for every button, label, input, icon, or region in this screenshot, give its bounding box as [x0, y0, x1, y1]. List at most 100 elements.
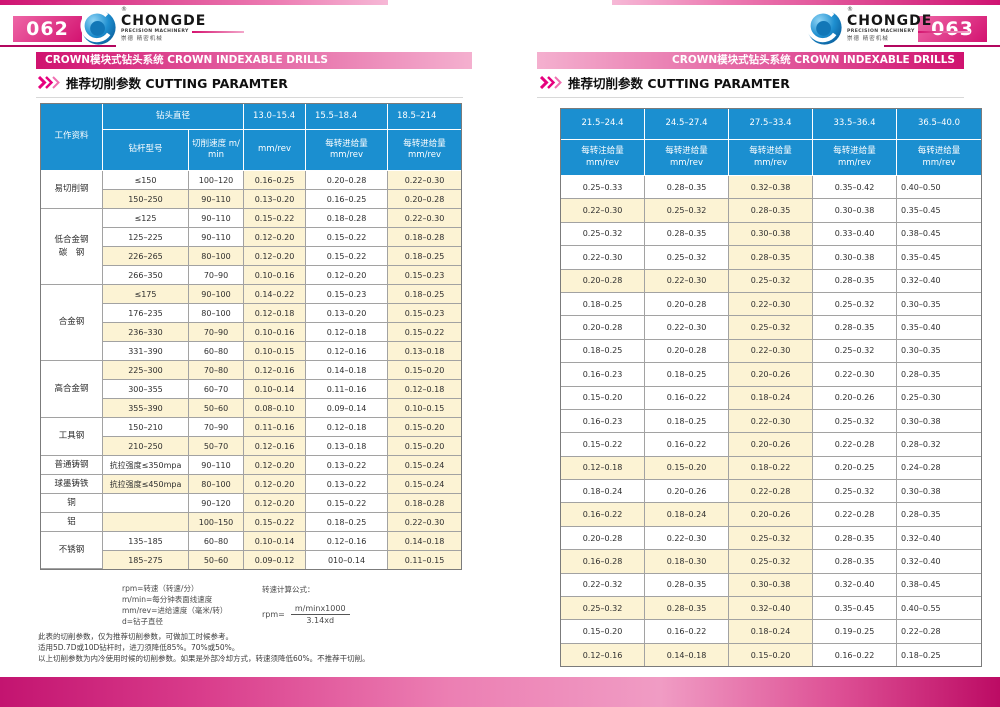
- table-cell: 0.22–0.28: [813, 433, 897, 457]
- table-cell: 0.25–0.32: [813, 292, 897, 317]
- column-subheader: 钻杆型号: [103, 130, 189, 171]
- table-cell: 0.20–0.28: [645, 339, 729, 364]
- table-cell: 0.12–0.16: [244, 361, 307, 380]
- page-heading-text: 推荐切削参数 CUTTING PARAMTER: [568, 76, 790, 91]
- rpm-formula: 转速计算公式： rpm= m/minx1000 3.14xd: [262, 584, 350, 625]
- table-cell: 抗拉强度≤450mpa: [103, 475, 189, 494]
- footnotes: 此表的切削参数，仅为推荐切削参数，可做加工时候参考。 适用5D.7D或10D钻杆…: [38, 632, 370, 665]
- table-cell: 0.30–0.35: [897, 292, 981, 317]
- table-row: 125–225 90–110 0.12–0.20 0.15–0.22 0.18–0.28: [41, 228, 462, 247]
- table-cell: 0.32–0.40: [813, 573, 897, 598]
- brand-subtitle: PRECISION MACHINERY: [847, 29, 970, 35]
- column-header-range: 24.5–27.4: [645, 109, 729, 140]
- table-row: 普通铸钢 抗拉强度≤350mpa 90–110 0.12–0.20 0.13–0.22 0…: [41, 456, 462, 475]
- formula-fraction: m/minx1000 3.14xd: [290, 604, 350, 625]
- table-cell: 0.13–0.22: [306, 456, 389, 475]
- material-cell: 球墨铸铁: [41, 475, 103, 494]
- table-cell: 0.28–0.35: [897, 503, 981, 527]
- table-cell: 0.28–0.35: [729, 199, 813, 223]
- table-row: 0.25–0.33 0.28–0.35 0.32–0.38 0.35–0.42 0.40…: [561, 176, 981, 200]
- column-header-range: 33.5–36.4: [813, 109, 897, 140]
- table-row: 易切削钢 ≤150 100–120 0.16–0.25 0.20–0.28 0.22–0.…: [41, 171, 462, 209]
- table-cell: 80–100: [189, 475, 245, 494]
- column-header-diameter: 钻头直径: [103, 104, 245, 130]
- brand-logo-left: ® CHONGDE PRECISION MACHINERY 崇德 精密机械: [80, 7, 244, 47]
- table-cell: 0.12–0.16: [244, 437, 307, 456]
- table-cell: 0.18–0.25: [561, 339, 645, 364]
- table-row: 236–330 70–90 0.10–0.16 0.12–0.18 0.15–0.22: [41, 323, 462, 342]
- table-row: 0.16–0.22 0.18–0.24 0.20–0.26 0.22–0.28 0.28…: [561, 503, 981, 527]
- table-cell: 0.15–0.22: [244, 513, 307, 532]
- table-cell: 0.30–0.38: [729, 573, 813, 598]
- table-cell: 0.12–0.18: [244, 304, 307, 323]
- brand-chinese: 崇德 精密机械: [121, 35, 163, 42]
- column-subheader: 每转进给量 mm/rev: [388, 130, 462, 171]
- table-cell: 0.28–0.35: [729, 246, 813, 270]
- table-cell: 0.18–0.28: [388, 228, 462, 247]
- column-subheader: 每转进给量 mm/rev: [897, 140, 981, 176]
- brand-accent-line: [191, 31, 244, 34]
- table-cell: 0.28–0.35: [813, 526, 897, 551]
- table-cell: 90–110: [189, 190, 245, 209]
- table-cell: 0.14–0.18: [645, 643, 729, 667]
- table-cell: 60–70: [189, 380, 245, 399]
- table-row: 210–250 50–70 0.12–0.16 0.13–0.18 0.15–0.20: [41, 437, 462, 456]
- table-cell: 0.15–0.23: [388, 304, 462, 323]
- table-cell: 0.35–0.45: [897, 246, 981, 270]
- table-row: 0.20–0.28 0.22–0.30 0.25–0.32 0.28–0.35 0.32…: [561, 526, 981, 551]
- formula-title: 转速计算公式：: [262, 585, 315, 594]
- table-cell: 0.25–0.32: [561, 222, 645, 247]
- brand-globe-icon: [80, 9, 116, 45]
- table-cell: 0.22–0.30: [388, 171, 462, 190]
- table-cell: 0.15–0.24: [388, 456, 462, 475]
- table-cell: 0.16–0.25: [244, 171, 307, 190]
- table-cell: 0.12–0.20: [244, 475, 307, 494]
- table-cell: 0.14–0.18: [388, 532, 462, 551]
- table-cell: 0.10–0.16: [244, 266, 307, 285]
- table-cell: 0.35–0.45: [897, 199, 981, 223]
- table-cell: 0.25–0.32: [561, 597, 645, 621]
- table-cell: 225–300: [103, 361, 189, 380]
- table-cell: 0.15–0.23: [388, 266, 462, 285]
- table-cell: 0.13–0.18: [388, 342, 462, 361]
- table-cell: 0.25–0.32: [813, 409, 897, 434]
- table-cell: 0.20–0.28: [561, 269, 645, 293]
- legend-line: d=钻子直径: [122, 616, 164, 626]
- table-cell: 150–250: [103, 190, 189, 209]
- table-cell: 0.22–0.30: [388, 209, 462, 228]
- table-cell: 60–80: [189, 342, 245, 361]
- table-cell: 0.10–0.14: [244, 532, 307, 551]
- table-row: 0.15–0.20 0.16–0.22 0.18–0.24 0.20–0.26 0.25…: [561, 386, 981, 410]
- table-cell: 0.30–0.38: [897, 480, 981, 504]
- column-header-range: 36.5–40.0: [897, 109, 981, 140]
- table-cell: 0.28–0.32: [897, 433, 981, 457]
- table-row: 0.15–0.22 0.16–0.22 0.20–0.26 0.22–0.28 0.28…: [561, 433, 981, 457]
- table-cell: 0.15–0.23: [306, 285, 389, 304]
- table-cell: 0.18–0.28: [306, 209, 389, 228]
- material-cell: 易切削钢: [41, 171, 103, 209]
- table-cell: 0.12–0.20: [306, 266, 389, 285]
- table-cell: 0.20–0.26: [729, 503, 813, 527]
- table-cell: 0.13–0.18: [306, 437, 389, 456]
- brand-name: CHONGDE: [847, 13, 933, 29]
- page-heading-right: 推荐切削参数 CUTTING PARAMTER: [540, 73, 790, 92]
- table-cell: 0.10–0.14: [244, 380, 307, 399]
- table-cell: [103, 494, 189, 513]
- table-cell: 0.12–0.20: [244, 228, 307, 247]
- brand-accent-line: [917, 31, 970, 34]
- table-row: 300–355 60–70 0.10–0.14 0.11–0.16 0.12–0.18: [41, 380, 462, 399]
- table-cell: 0.10–0.15: [388, 399, 462, 418]
- table-cell: 0.22–0.30: [729, 409, 813, 434]
- table-row: 工具钢 150–210 70–90 0.11–0.16 0.12–0.18 0.15–0.…: [41, 418, 462, 456]
- table-cell: 0.15–0.20: [388, 418, 462, 437]
- table-cell: 0.15–0.22: [306, 228, 389, 247]
- table-row: 0.20–0.28 0.22–0.30 0.25–0.32 0.28–0.35 0.35…: [561, 316, 981, 340]
- table-row: 150–250 90–110 0.13–0.20 0.16–0.25 0.20–0.28: [41, 190, 462, 209]
- top-strip-left: [0, 0, 388, 5]
- table-cell: 0.20–0.26: [645, 480, 729, 504]
- table-cell: 0.18–0.25: [561, 292, 645, 317]
- table-row: 0.18–0.24 0.20–0.26 0.22–0.28 0.25–0.32 0.30…: [561, 480, 981, 504]
- table-cell: 0.13–0.20: [306, 304, 389, 323]
- table-cell: 0.22–0.30: [645, 316, 729, 340]
